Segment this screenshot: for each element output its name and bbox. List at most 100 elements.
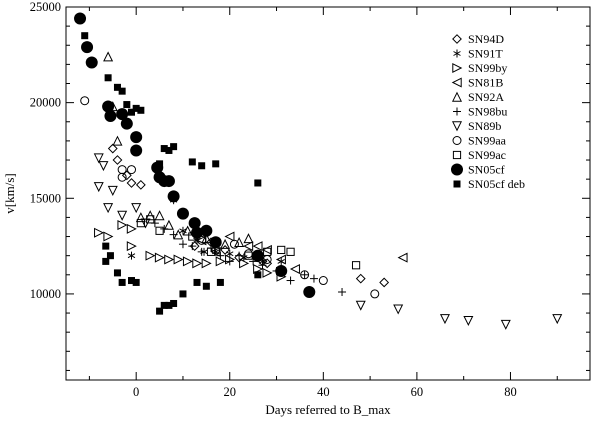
data-point	[176, 207, 189, 220]
legend-label: SN81B	[468, 76, 503, 90]
data-point	[155, 226, 164, 235]
x-tick-label: 40	[317, 385, 330, 399]
data-point	[188, 217, 201, 230]
data-point	[182, 256, 193, 267]
data-point	[136, 219, 145, 228]
data-point	[113, 269, 121, 277]
data-point	[117, 210, 128, 221]
x-axis-label: Days referred to B_max	[265, 402, 391, 417]
data-point	[102, 257, 110, 265]
data-point	[116, 108, 129, 121]
legend-label: SN89b	[468, 119, 501, 133]
data-point	[224, 231, 235, 242]
series-sn99ac	[136, 215, 361, 270]
data-point	[552, 314, 563, 325]
y-tick-label: 25000	[30, 0, 61, 14]
data-point	[263, 247, 272, 256]
data-point	[165, 301, 173, 309]
legend-marker	[452, 34, 462, 44]
data-point	[103, 51, 114, 62]
data-point	[118, 87, 126, 95]
data-point	[132, 104, 140, 112]
data-point	[261, 244, 272, 255]
data-point	[126, 223, 137, 234]
data-point	[170, 299, 178, 307]
data-point	[127, 165, 136, 175]
data-point	[318, 276, 328, 286]
data-point	[167, 190, 180, 203]
y-tick-label: 10000	[30, 287, 61, 301]
data-point	[106, 252, 114, 260]
data-point	[156, 307, 164, 315]
data-point	[239, 258, 250, 269]
data-point	[135, 212, 146, 223]
data-point	[80, 96, 90, 106]
data-point	[182, 225, 193, 236]
data-point	[254, 179, 262, 187]
data-point	[286, 247, 295, 256]
legend-marker	[452, 150, 462, 160]
data-point	[309, 274, 318, 283]
data-point	[117, 165, 127, 175]
data-point	[188, 242, 197, 251]
data-point	[102, 242, 110, 250]
data-point	[355, 273, 366, 284]
data-point	[379, 277, 390, 288]
data-point	[156, 160, 164, 168]
legend: SN94DSN91TSN99bySN81BSN92ASN98buSN89bSN9…	[451, 32, 525, 191]
data-point	[154, 252, 165, 263]
data-point	[123, 101, 131, 109]
data-point	[370, 289, 380, 299]
legend-marker	[451, 77, 462, 88]
data-point	[107, 185, 118, 196]
data-point	[130, 131, 143, 144]
data-point	[163, 219, 174, 230]
series-sn99by	[94, 220, 287, 282]
data-point	[132, 278, 140, 286]
data-point	[258, 261, 267, 270]
data-point	[164, 254, 175, 265]
legend-label: SN98bu	[468, 105, 507, 119]
data-point	[137, 106, 145, 114]
data-point	[127, 251, 136, 260]
data-point	[338, 288, 347, 297]
data-point	[303, 286, 316, 299]
data-point	[165, 146, 173, 154]
legend-label: SN99ac	[468, 148, 506, 162]
legend-label: SN94D	[468, 32, 504, 46]
data-point	[355, 300, 366, 311]
legend-label: SN99by	[468, 61, 507, 75]
data-point	[286, 276, 295, 285]
x-tick-label: 60	[411, 385, 424, 399]
data-point	[113, 83, 121, 91]
y-tick-label: 15000	[30, 191, 61, 205]
data-point	[277, 245, 286, 255]
data-point	[103, 231, 114, 242]
data-point	[300, 270, 309, 279]
data-point	[198, 162, 206, 170]
data-point	[81, 41, 94, 54]
data-point	[201, 258, 212, 269]
series-sn92a	[103, 51, 254, 249]
data-point	[130, 144, 143, 157]
asterisk-stroke	[127, 253, 136, 259]
data-point	[93, 153, 104, 164]
data-point	[200, 224, 213, 237]
data-point	[178, 240, 187, 249]
data-point	[201, 233, 212, 244]
data-point	[197, 247, 206, 256]
series-sn05cf	[74, 12, 316, 299]
data-point	[103, 203, 114, 214]
data-point	[102, 100, 115, 113]
data-point	[85, 56, 98, 69]
data-point	[94, 227, 105, 238]
data-point	[253, 264, 264, 275]
data-point	[243, 241, 254, 252]
data-point	[146, 215, 155, 224]
data-point	[262, 267, 273, 278]
data-point	[81, 32, 89, 40]
data-point	[112, 135, 123, 146]
x-tick-label: 20	[224, 385, 237, 399]
data-point	[243, 249, 253, 259]
